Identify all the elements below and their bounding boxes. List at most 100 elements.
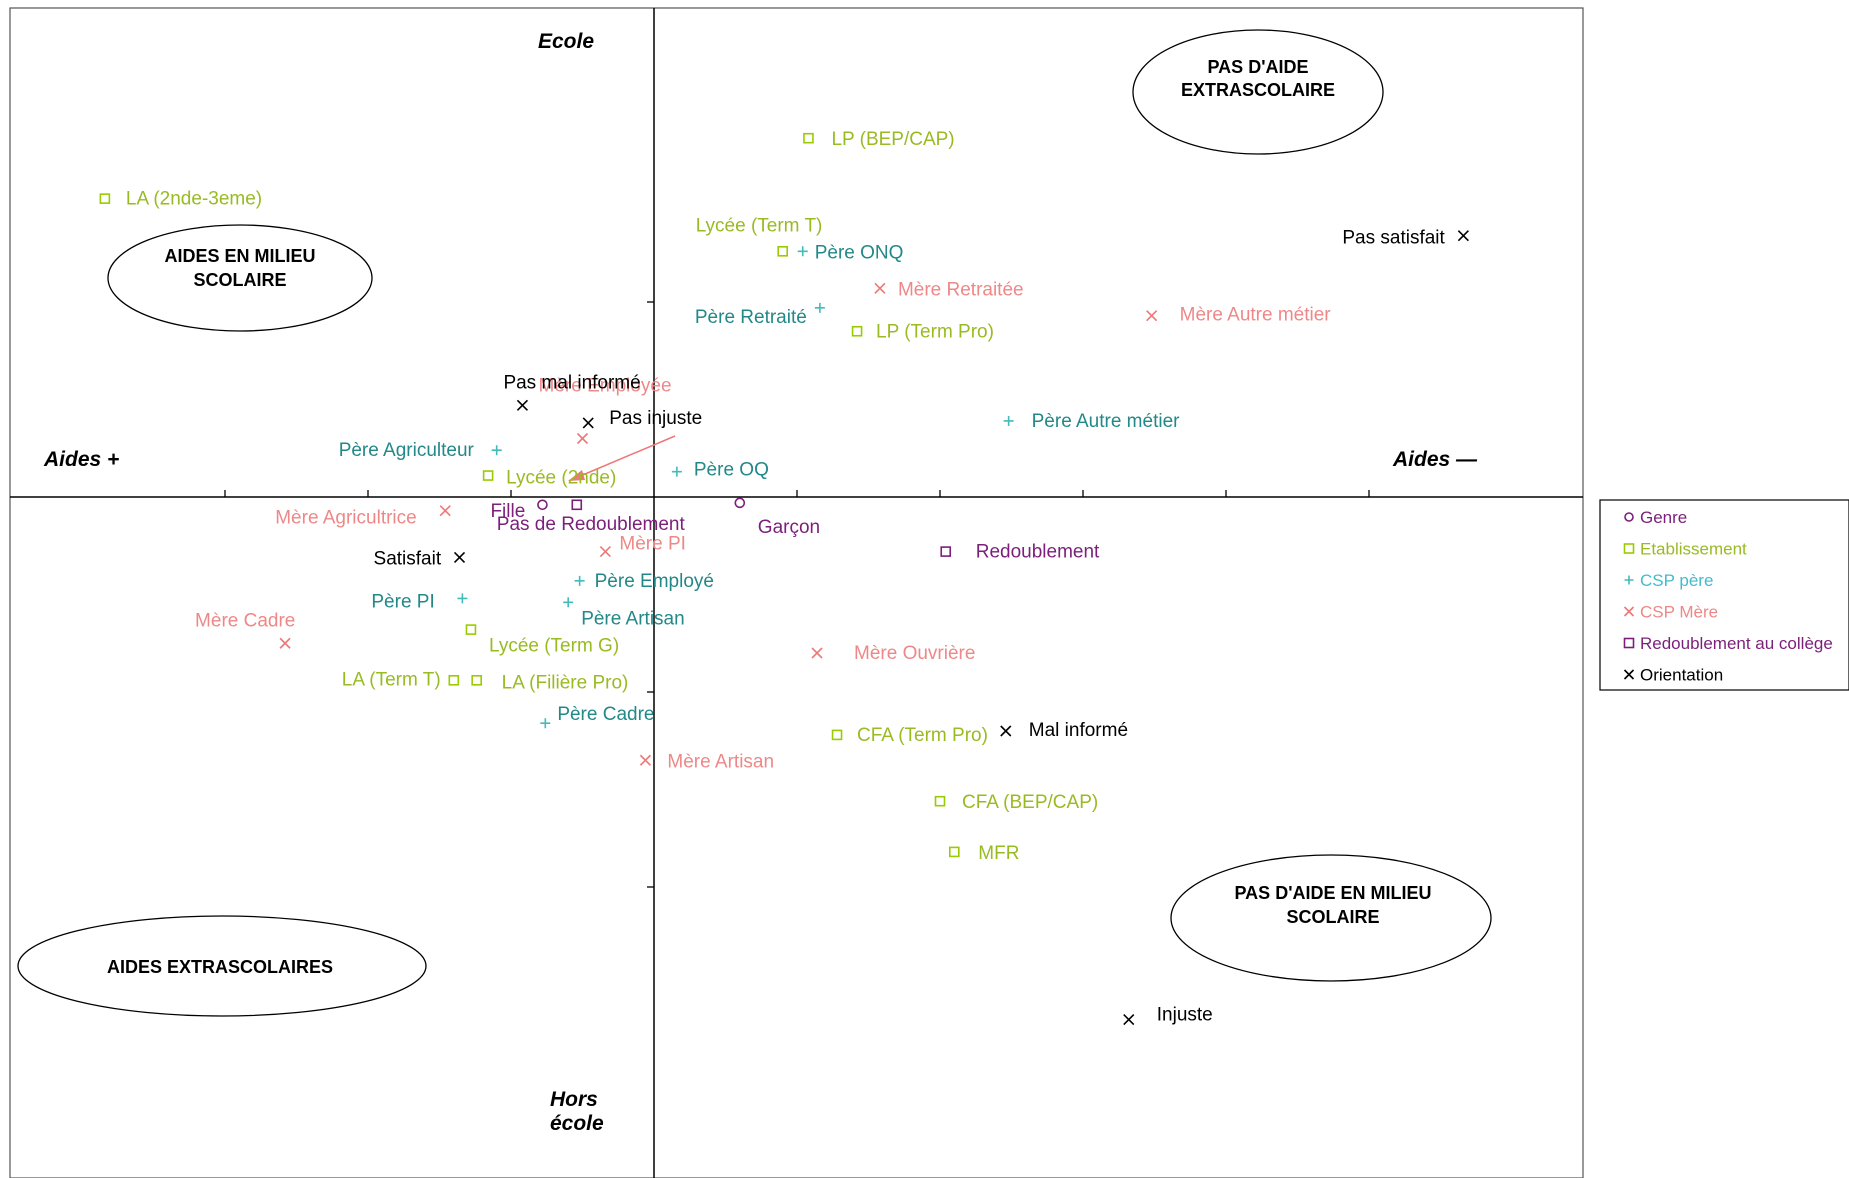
- data-label: Pas injuste: [609, 408, 702, 429]
- data-label: Père Retraité: [695, 307, 807, 328]
- legend: Genre Etablissement CSP père CSP Mère Redoub…: [1599, 499, 1849, 691]
- data-point: [99, 193, 111, 204]
- data-point: [1457, 230, 1469, 242]
- zone-top-left-line1: AIDES EN MILIEU: [164, 246, 315, 266]
- legend-entry: Genre: [1640, 508, 1687, 527]
- data-label: Pas de Redoublement: [497, 514, 686, 535]
- legend-marker: [1623, 669, 1635, 680]
- zone-top-right-line1: PAS D'AIDE: [1208, 57, 1309, 77]
- zone-top-left: AIDES EN MILIEU SCOLAIRE: [107, 224, 373, 332]
- data-label: Lycée (Term T): [696, 215, 823, 236]
- data-point: [777, 246, 789, 257]
- data-label: CFA (BEP/CAP): [962, 792, 1098, 813]
- legend-marker: [1624, 512, 1634, 522]
- data-label: Mère Retraitée: [898, 279, 1024, 300]
- data-point: [457, 593, 468, 604]
- legend-entry: Etablissement: [1640, 540, 1747, 559]
- data-point: [814, 302, 825, 313]
- axis-label-left: Aides +: [43, 448, 119, 471]
- data-label: Père Autre métier: [1032, 411, 1181, 432]
- data-label: Mère PI: [619, 534, 686, 555]
- data-label: Père Agriculteur: [339, 440, 475, 461]
- legend-entry: CSP père: [1640, 571, 1713, 590]
- legend-marker: [1623, 606, 1635, 617]
- legend-entry: CSP Mère: [1640, 603, 1718, 622]
- zone-bottom-right-line2: SCOLAIRE: [1286, 907, 1379, 927]
- series-genre: Fille Garçon: [490, 497, 820, 538]
- data-point: [439, 505, 451, 517]
- legend-marker: [1624, 575, 1634, 585]
- data-label: CFA (Term Pro): [857, 725, 988, 746]
- axis-label-right: Aides —: [1392, 448, 1478, 471]
- data-label: Père Artisan: [581, 608, 685, 629]
- zone-top-left-line2: SCOLAIRE: [193, 270, 286, 290]
- data-label: Satisfait: [374, 548, 442, 569]
- plot-frame: [9, 7, 1584, 1178]
- data-label: Mère Ouvrière: [854, 643, 975, 664]
- data-label: Injuste: [1157, 1005, 1213, 1026]
- zone-top-right-line2: EXTRASCOLAIRE: [1181, 80, 1335, 100]
- data-label: Père ONQ: [815, 242, 904, 263]
- series-etablissement: LP (BEP/CAP) LA (2nde-3eme) Lycée (Term T)…: [99, 129, 1098, 864]
- series-csp-p-re: Père ONQ Père Retraité Père Agriculteur Pèr…: [339, 242, 1181, 729]
- zone-bottom-left: AIDES EXTRASCOLAIRES: [17, 915, 427, 1017]
- data-point: [1000, 725, 1012, 737]
- data-point: [279, 637, 291, 649]
- data-label: MFR: [978, 843, 1019, 864]
- legend-marker: [1623, 637, 1635, 649]
- data-label: Pas satisfait: [1342, 228, 1445, 249]
- data-label: Père PI: [371, 591, 434, 612]
- data-point: [734, 497, 746, 509]
- data-point: [482, 470, 494, 481]
- data-label: Fille: [490, 501, 525, 522]
- data-point: [1003, 415, 1014, 426]
- data-point: [797, 246, 808, 257]
- data-label: LA (Filière Pro): [502, 672, 629, 693]
- data-label: LA (Term T): [342, 669, 441, 690]
- data-label: Mère Employée: [539, 376, 672, 397]
- data-label: Lycée (2nde): [506, 468, 616, 489]
- data-point: [671, 466, 682, 477]
- data-label: LP (BEP/CAP): [831, 129, 954, 150]
- data-label: Redoublement: [976, 542, 1100, 563]
- data-label: Père Cadre: [557, 704, 654, 725]
- data-point: [537, 499, 548, 511]
- data-label: Mal informé: [1029, 720, 1128, 741]
- data-point: [448, 674, 460, 686]
- data-point: [453, 551, 466, 564]
- data-label: Mère Cadre: [195, 610, 295, 631]
- zone-bottom-right-line1: PAS D'AIDE EN MILIEU: [1235, 883, 1432, 903]
- legend-marker: [1623, 543, 1635, 554]
- legend-entry: Orientation: [1640, 666, 1723, 685]
- data-point: [471, 674, 482, 686]
- series-redoublement-au-coll-ge: Pas de Redoublement Redoublement: [497, 499, 1100, 563]
- series-csp-m-re: Mère Retraitée Mère Autre métier Mère Empl…: [195, 279, 1331, 772]
- data-label: Mère Agricultrice: [275, 508, 417, 529]
- data-point: [831, 729, 843, 741]
- data-label: LA (2nde-3eme): [126, 189, 262, 210]
- data-points: Fille Garçon LP (BEP/CAP) LA (2nde-3eme) Lyc…: [99, 129, 1469, 1026]
- data-point: [540, 718, 551, 729]
- data-label: Père Employé: [595, 571, 714, 592]
- data-point: [811, 647, 823, 659]
- legend-items: Genre Etablissement CSP père CSP Mère Redoub…: [1623, 508, 1833, 685]
- data-point: [874, 282, 886, 294]
- data-point: [851, 325, 863, 337]
- data-label: Père OQ: [694, 460, 769, 481]
- data-label: Mère Artisan: [667, 751, 774, 772]
- data-label: LP (Term Pro): [876, 321, 994, 342]
- data-point: [599, 546, 611, 558]
- data-point: [582, 417, 594, 429]
- axis-label-bottom-line1: Hors: [550, 1088, 598, 1111]
- series-orientation: Pas satisfait Pas mal informé Pas injuste S…: [374, 228, 1469, 1026]
- legend-entry: Redoublement au collège: [1640, 634, 1833, 653]
- zone-bottom-left-line1: AIDES EXTRASCOLAIRES: [107, 957, 333, 977]
- data-point: [516, 399, 529, 411]
- data-point: [948, 846, 960, 858]
- data-point: [1146, 310, 1158, 322]
- data-label: Mère Autre métier: [1180, 305, 1332, 326]
- data-label: Pas mal informé: [503, 372, 640, 393]
- legend-box: [1599, 499, 1849, 691]
- axis-label-bottom-line2: école: [550, 1112, 604, 1135]
